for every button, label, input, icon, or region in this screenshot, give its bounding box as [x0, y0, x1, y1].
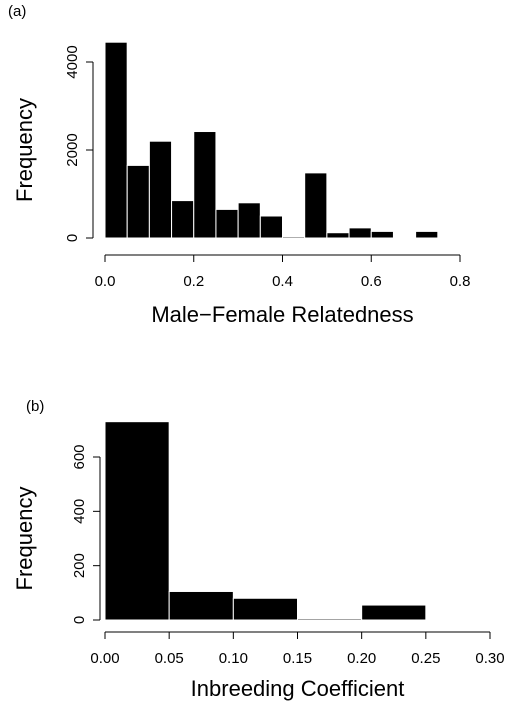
x-tick-label: 0.4 [272, 273, 293, 290]
bar [282, 236, 306, 239]
bar [370, 230, 394, 239]
bar [215, 208, 239, 239]
x-tick-label: 0.30 [475, 650, 504, 667]
bar [304, 172, 328, 239]
bar [148, 140, 173, 239]
y-tick-label: 600 [71, 444, 88, 469]
x-tick-label: 0.8 [450, 273, 471, 290]
bar [348, 227, 372, 239]
bar [237, 202, 261, 239]
y-tick-label: 0 [71, 616, 88, 624]
x-tick-label: 0.20 [347, 650, 376, 667]
x-tick-label: 0.6 [361, 273, 382, 290]
y-axis-title: Frequency [12, 98, 37, 202]
bar [168, 590, 234, 621]
y-tick-label: 400 [71, 499, 88, 524]
bar [326, 232, 350, 239]
x-axis-title: Male−Female Relatedness [151, 302, 413, 327]
x-tick-label: 0.25 [411, 650, 440, 667]
x-tick-label: 0.10 [219, 650, 248, 667]
y-tick-label: 200 [71, 553, 88, 578]
bar [259, 215, 283, 239]
x-tick-label: 0.00 [90, 650, 119, 667]
x-tick-label: 0.2 [183, 273, 204, 290]
y-tick-label: 2000 [64, 133, 81, 166]
panel-title: (b) [26, 398, 44, 415]
x-tick-label: 0.05 [155, 650, 184, 667]
bar [104, 421, 170, 621]
y-tick-label: 0 [64, 234, 81, 242]
x-tick-label: 0.15 [283, 650, 312, 667]
x-axis-title: Inbreeding Coefficient [191, 676, 405, 701]
bar [232, 597, 298, 621]
y-tick-label: 4000 [64, 45, 81, 78]
x-tick-label: 0.0 [95, 273, 116, 290]
bar [126, 164, 150, 239]
bar [104, 41, 128, 239]
panel-title: (a) [8, 3, 26, 20]
y-axis-title: Frequency [12, 487, 37, 591]
bar [193, 131, 217, 239]
bar [297, 618, 363, 621]
bar [361, 604, 427, 621]
bar [171, 200, 195, 239]
bar [415, 230, 439, 239]
